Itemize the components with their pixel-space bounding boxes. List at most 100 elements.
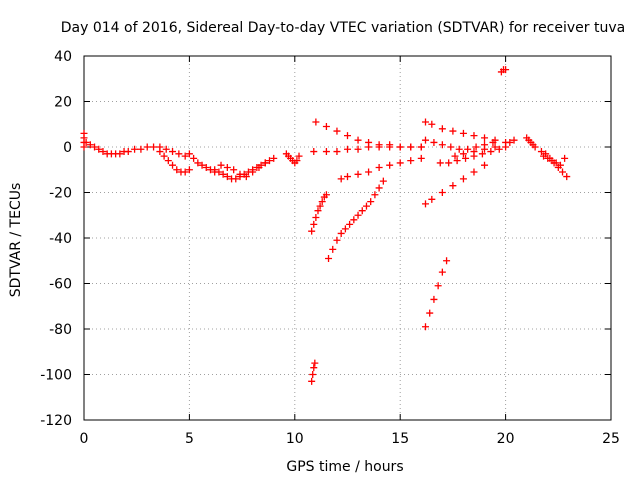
- data-point: [386, 143, 394, 151]
- data-point: [375, 163, 383, 171]
- x-axis-label: GPS time / hours: [286, 459, 403, 475]
- data-point: [293, 157, 301, 165]
- data-point: [137, 145, 145, 153]
- y-tick-label: 0: [63, 140, 72, 156]
- data-point: [487, 148, 495, 156]
- data-point: [215, 168, 223, 176]
- data-point: [143, 143, 151, 151]
- data-point: [337, 229, 345, 237]
- data-point: [365, 168, 373, 176]
- grid-lines: [84, 56, 611, 420]
- x-tick-label: 15: [391, 431, 409, 447]
- data-point: [217, 161, 225, 169]
- data-point: [162, 145, 170, 153]
- series-rise-11h: [308, 191, 330, 235]
- data-point: [552, 159, 560, 167]
- data-point: [249, 168, 257, 176]
- x-tick-label: 20: [497, 431, 515, 447]
- series-cluster-21h: [523, 134, 539, 151]
- data-point: [358, 207, 366, 215]
- series-ramp-13h: [337, 154, 425, 183]
- data-point: [459, 150, 467, 158]
- x-tick-label: 5: [185, 431, 194, 447]
- data-point: [230, 166, 238, 174]
- data-point: [396, 159, 404, 167]
- series-line-12h: [310, 143, 425, 156]
- data-point: [470, 148, 478, 156]
- data-point: [169, 161, 177, 169]
- data-point: [219, 170, 227, 178]
- series-drop-16h: [421, 257, 451, 331]
- data-point: [421, 136, 429, 144]
- data-point: [430, 138, 438, 146]
- series-dip-6h: [185, 150, 219, 176]
- data-point: [175, 150, 183, 158]
- data-point: [312, 214, 320, 222]
- data-point: [312, 118, 320, 126]
- data-point: [325, 254, 333, 262]
- data-point: [561, 154, 569, 162]
- data-point: [211, 166, 219, 174]
- data-point: [470, 168, 478, 176]
- data-point: [481, 134, 489, 142]
- data-point: [548, 157, 556, 165]
- data-point: [379, 177, 387, 185]
- data-point: [421, 118, 429, 126]
- y-tick-label: 40: [54, 49, 72, 65]
- data-point: [350, 216, 358, 224]
- series-cluster-22h-b: [540, 152, 569, 169]
- data-point: [449, 127, 457, 135]
- data-point: [223, 173, 231, 181]
- data-point: [333, 148, 341, 156]
- data-point: [449, 182, 457, 190]
- y-tick-label: -20: [49, 186, 72, 202]
- data-point: [236, 170, 244, 178]
- data-point: [417, 143, 425, 151]
- data-point: [124, 148, 132, 156]
- series-segment-start: [80, 129, 88, 151]
- data-point: [445, 159, 453, 167]
- data-point: [86, 141, 94, 149]
- y-axis-label: SDTVAR / TECUs: [8, 183, 24, 298]
- data-point: [434, 282, 442, 290]
- y-tick-label: -120: [40, 413, 72, 429]
- data-point: [308, 227, 316, 235]
- data-point: [544, 154, 552, 162]
- data-point: [344, 145, 351, 153]
- data-point: [371, 191, 379, 199]
- data-point: [173, 166, 181, 174]
- data-point: [428, 120, 436, 128]
- data-point: [242, 173, 250, 181]
- data-point: [510, 136, 518, 144]
- data-point: [438, 189, 446, 196]
- data-point: [502, 66, 510, 74]
- data-point: [428, 195, 436, 203]
- data-point: [531, 143, 539, 151]
- series-dip-4h: [156, 148, 193, 176]
- y-axis-ticks: -120 -100 -80 -60 -40 -20 0 20 40: [40, 49, 611, 429]
- data-point: [451, 152, 459, 160]
- data-point: [453, 157, 461, 165]
- x-axis-ticks: 0 5 10 15 20 25: [80, 56, 620, 447]
- data-point: [160, 152, 168, 160]
- series-peak-20h: [497, 66, 510, 76]
- data-point: [421, 323, 429, 331]
- data-point: [310, 220, 318, 228]
- data-point: [481, 145, 489, 153]
- data-point: [470, 132, 478, 140]
- data-point: [375, 184, 383, 192]
- data-point: [386, 161, 394, 169]
- plot-frame: [83, 55, 612, 421]
- data-point: [223, 163, 231, 171]
- data-point: [495, 145, 503, 153]
- data-point: [417, 154, 425, 162]
- series-early-cluster: [82, 138, 189, 160]
- data-point: [131, 145, 139, 153]
- data-point: [556, 161, 564, 169]
- data-point: [344, 132, 351, 140]
- data-point: [295, 152, 303, 160]
- data-point: [462, 154, 470, 162]
- data-point: [354, 145, 362, 153]
- y-tick-label: 20: [54, 95, 72, 111]
- data-point: [426, 309, 434, 317]
